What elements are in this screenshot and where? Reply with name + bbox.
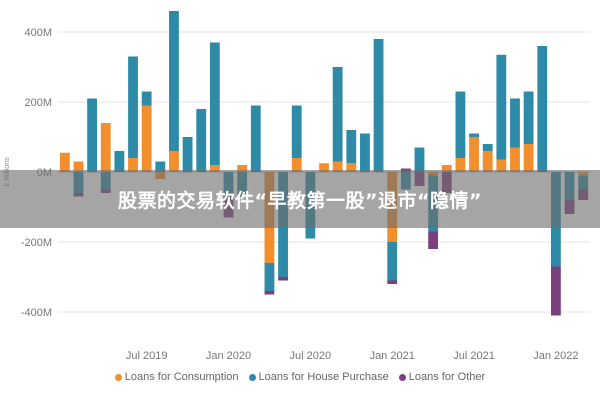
bar-segment [387,242,398,281]
bar-segment [523,91,534,144]
bar-segment [373,39,384,172]
bar-segment [182,137,193,172]
bar-segment [141,91,152,106]
bar-segment [264,291,275,295]
bars [59,11,589,316]
x-tick-label: Jul 2020 [290,350,332,362]
bar-segment [155,161,166,172]
bar-segment [319,163,329,172]
y-tick-label: 400M [24,27,52,39]
legend-label-other: Loans for Other [408,371,486,383]
bar-segment [128,158,138,172]
bar-segment [455,91,466,158]
y-tick-label: -400M [21,307,52,319]
bar-segment [264,263,275,291]
bar-segment [496,159,507,172]
bar-segment [114,151,125,172]
legend-swatch-house-purchase [248,373,256,381]
overlay-banner: 股票的交易软件“早教第一股”退市“隐情” [0,170,600,228]
legend-label-consumption: Loans for Consumption [124,371,239,383]
bar-segment [550,266,561,316]
y-tick-label: -200M [21,237,52,249]
y-tick-label: 200M [24,97,52,109]
bar-segment [250,105,261,172]
x-tick-label: Jul 2019 [126,350,168,362]
bar-segment [510,147,520,172]
banner-text: 股票的交易软件“早教第一股”退市“隐情” [118,189,482,212]
legend: Loans for Consumption Loans for House Pu… [0,371,600,383]
legend-item-house-purchase: Loans for House Purchase [248,371,389,383]
bar-segment [441,165,452,172]
legend-label-house-purchase: Loans for House Purchase [258,371,389,383]
bar-segment [128,56,138,158]
bar-segment [332,161,343,172]
bar-segment [196,109,207,172]
bar-segment [291,158,302,172]
bar-segment [141,105,152,172]
x-tick-label: Jul 2021 [453,350,495,362]
bar-segment [510,98,520,148]
x-tick-label: Jan 2022 [533,350,578,362]
bar-segment [455,158,466,172]
bar-segment [278,277,288,281]
bar-segment [59,152,70,172]
bar-segment [360,133,370,172]
bar-segment [414,147,425,172]
legend-item-consumption: Loans for Consumption [114,371,239,383]
bar-segment [469,133,479,137]
bar-segment [346,163,357,172]
bar-segment [169,11,179,151]
bar-segment [332,67,343,162]
bar-segment [209,165,220,172]
bar-segment [237,165,248,172]
bar-segment [482,144,493,151]
bar-segment [87,98,98,172]
bar-segment [209,42,220,165]
bar-segment [387,280,398,284]
bar-segment [469,137,479,172]
bar-segment [428,231,439,249]
bar-segment [73,161,84,172]
legend-swatch-other [398,373,406,381]
legend-item-other: Loans for Other [398,371,486,383]
bar-segment [496,54,507,160]
x-tick-label: Jan 2020 [206,350,251,362]
bar-segment [482,151,493,172]
bar-segment [346,130,357,164]
x-tick-label: Jan 2021 [370,350,415,362]
bar-segment [537,46,548,172]
bar-segment [291,105,302,158]
bar-segment [523,144,534,172]
bar-segment [169,151,179,172]
bar-segment [100,123,111,172]
x-axis-ticks: Jul 2019 Jan 2020 Jul 2020 Jan 2021 Jul 2021… [126,350,579,362]
legend-swatch-consumption [114,373,122,381]
